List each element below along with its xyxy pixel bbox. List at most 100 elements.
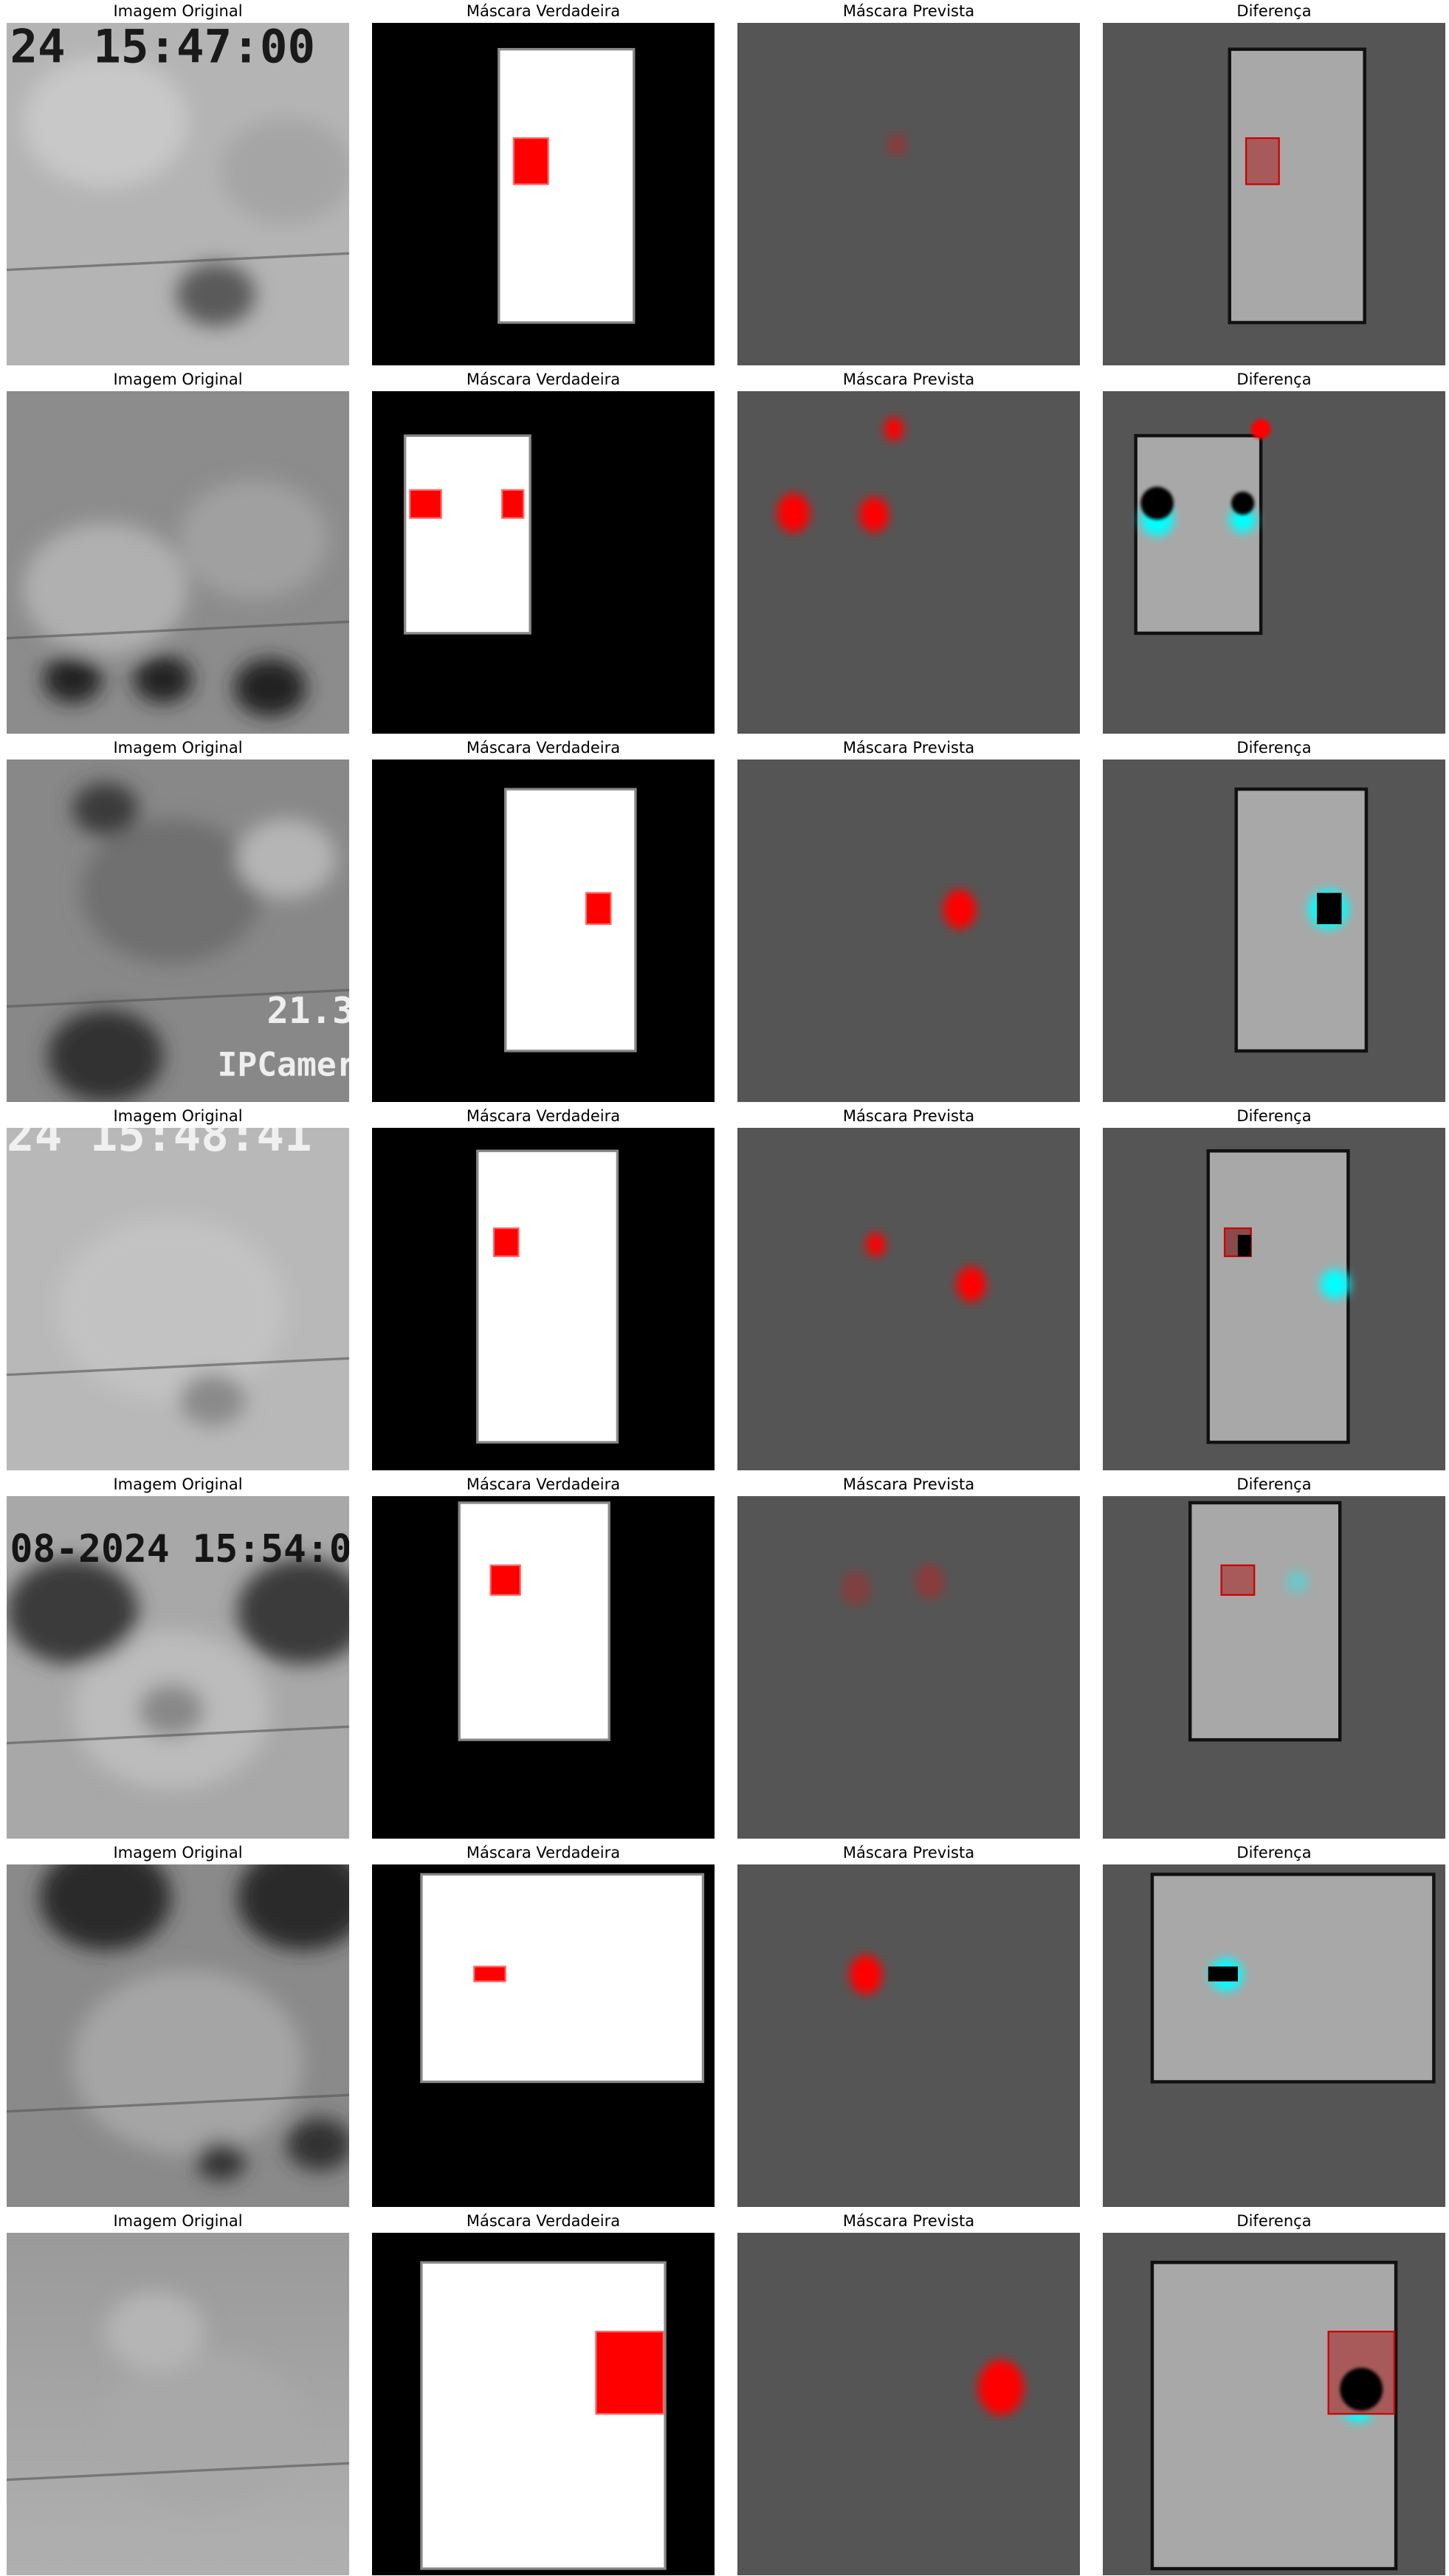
prediction-background <box>737 760 1080 1102</box>
panel-title: Máscara Verdadeira <box>467 739 620 757</box>
panel <box>737 1128 1080 1470</box>
prediction-blob <box>977 2360 1025 2416</box>
image-content <box>23 480 328 717</box>
panel <box>372 391 715 734</box>
mask-object <box>504 788 637 1053</box>
panel-title: Máscara Verdadeira <box>467 1844 620 1862</box>
false-negative <box>1245 137 1280 185</box>
panel-title: Imagem Original <box>113 1107 242 1125</box>
overlap <box>1237 1235 1251 1256</box>
panel <box>372 23 715 365</box>
panel <box>1103 1864 1445 2207</box>
panel <box>372 1864 715 2207</box>
panel <box>372 760 715 1102</box>
difference-object <box>1150 1873 1436 2084</box>
panel-title: Diferença <box>1236 1107 1311 1125</box>
image-wire <box>7 988 349 1008</box>
image-content <box>23 55 349 326</box>
image-wire <box>7 252 349 272</box>
mask-object <box>458 1501 610 1741</box>
panel <box>1103 2233 1445 2575</box>
prediction-blob <box>859 497 889 533</box>
image-region <box>105 2351 303 2510</box>
panel-title: Máscara Prevista <box>843 1844 974 1862</box>
image-overlay-text: 21.3 <box>266 989 354 1032</box>
prediction-blobs <box>977 2360 1025 2416</box>
image-content <box>47 782 337 1102</box>
panel <box>1103 760 1445 1102</box>
prediction-blob <box>887 133 907 157</box>
false-positive-red <box>1250 419 1271 439</box>
image-region <box>39 1864 172 1950</box>
image-region <box>80 819 262 964</box>
prediction-background <box>737 1496 1080 1839</box>
difference-object <box>1228 47 1366 325</box>
prediction-blob <box>956 1266 986 1303</box>
panel <box>737 2233 1080 2575</box>
panel <box>7 391 349 734</box>
mask-region <box>585 892 612 926</box>
panel: 21.3 IPCamera <box>7 760 354 1102</box>
panel-title: Máscara Verdadeira <box>467 371 620 388</box>
prediction-blob <box>866 1233 886 1257</box>
panel <box>1103 23 1445 365</box>
panel <box>7 1864 349 2207</box>
image-wire <box>7 1725 349 1745</box>
prediction-blob <box>777 493 810 533</box>
prediction-blobs <box>849 1955 883 1995</box>
panel: 24 15:47:00 <box>7 23 349 365</box>
prediction-background <box>737 391 1080 734</box>
image-region <box>138 1684 204 1737</box>
panel <box>737 760 1080 1102</box>
panel <box>372 1128 715 1470</box>
image-region <box>7 1558 139 1664</box>
panel-title: Diferença <box>1236 1475 1311 1493</box>
panel <box>1103 1128 1445 1470</box>
image-overlay-text: 24 15:48:41 <box>7 1108 312 1162</box>
prediction-background <box>737 23 1080 365</box>
panel-title: Diferença <box>1236 1844 1311 1862</box>
panel: 24 15:48:41 <box>7 1108 349 1470</box>
panel <box>737 1496 1080 1839</box>
panel <box>7 2233 349 2575</box>
overlap <box>1317 892 1342 925</box>
mask-object <box>420 1873 705 2084</box>
image-region <box>47 1010 163 1102</box>
mask-region <box>512 137 549 185</box>
panel-title: Máscara Verdadeira <box>467 2212 620 2230</box>
panel-title: Máscara Prevista <box>843 2 974 20</box>
image-region <box>237 1558 349 1664</box>
difference-object <box>1206 1149 1350 1444</box>
panel <box>737 391 1080 734</box>
mask-object <box>498 48 636 324</box>
panel-title: Imagem Original <box>113 2 242 20</box>
image-region <box>105 2292 204 2372</box>
mask-object <box>403 434 531 635</box>
difference-object <box>1234 787 1369 1053</box>
prediction-blob <box>884 417 904 441</box>
image-region <box>72 782 139 836</box>
panel-title: Imagem Original <box>113 739 242 757</box>
panel-title: Imagem Original <box>113 371 242 388</box>
panel-title: Máscara Prevista <box>843 371 974 388</box>
image-region <box>179 1373 246 1426</box>
prediction-blobs <box>866 1233 986 1303</box>
overlap <box>1340 2367 1383 2411</box>
mask-region <box>501 489 525 519</box>
image-wire <box>7 1357 349 1377</box>
image-content <box>105 2292 303 2510</box>
image-region <box>176 263 255 326</box>
difference-object <box>1188 1501 1342 1742</box>
panel-title: Imagem Original <box>113 1844 242 1862</box>
mask-object <box>420 2261 667 2570</box>
panel-title: Máscara Prevista <box>843 739 974 757</box>
panel-title: Diferença <box>1236 739 1311 757</box>
prediction-blobs <box>943 889 977 929</box>
panel <box>737 23 1080 365</box>
mask-region <box>473 1966 506 1983</box>
panel <box>1103 1496 1445 1839</box>
false-positive <box>1285 1570 1309 1594</box>
panel-title: Imagem Original <box>113 2212 242 2230</box>
panel-title: Máscara Verdadeira <box>467 1475 620 1493</box>
